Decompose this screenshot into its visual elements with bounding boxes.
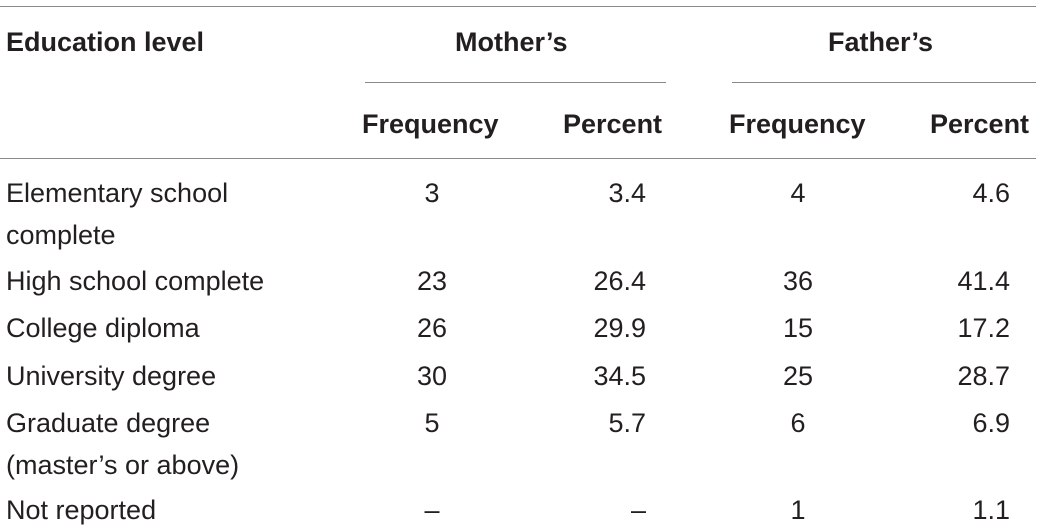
father-frequency-cell: 25	[782, 361, 814, 391]
mother-percent-cell: 5.7	[608, 408, 646, 438]
header-education-level: Education level	[6, 27, 205, 57]
row-label: College diploma	[6, 313, 200, 343]
header-father-frequency: Frequency	[729, 109, 866, 139]
mother-frequency-cell: 26	[416, 313, 448, 343]
father-percent-cell: 1.1	[972, 495, 1010, 525]
mother-percent-cell: 29.9	[593, 313, 646, 343]
header-fathers: Father’s	[828, 27, 934, 57]
father-percent-cell: 41.4	[957, 266, 1010, 296]
father-percent-cell: 6.9	[972, 408, 1010, 438]
row-label: University degree	[6, 361, 217, 391]
mother-percent-cell: –	[630, 495, 646, 525]
header-bottom-rule	[0, 158, 1036, 159]
mother-frequency-cell: 3	[424, 178, 440, 208]
father-frequency-cell: 1	[790, 495, 806, 525]
father-frequency-cell: 4	[790, 178, 806, 208]
row-label: Elementary school complete	[6, 178, 229, 250]
mother-frequency-cell: –	[424, 495, 440, 525]
row-label: Graduate degree (master’s or above)	[6, 408, 240, 480]
mothers-group-rule	[365, 82, 666, 83]
mother-percent-cell: 26.4	[593, 266, 646, 296]
father-percent-cell: 28.7	[957, 361, 1010, 391]
mother-frequency-cell: 23	[416, 266, 448, 296]
header-mothers: Mother’s	[455, 27, 568, 57]
father-frequency-cell: 36	[782, 266, 814, 296]
table-top-rule	[0, 6, 1036, 7]
header-mother-frequency: Frequency	[362, 109, 499, 139]
row-label: High school complete	[6, 266, 265, 296]
mother-frequency-cell: 5	[424, 408, 440, 438]
row-label: Not reported	[6, 495, 157, 525]
mother-percent-cell: 3.4	[608, 178, 646, 208]
father-frequency-cell: 15	[782, 313, 814, 343]
father-percent-cell: 17.2	[957, 313, 1010, 343]
mother-frequency-cell: 30	[416, 361, 448, 391]
mother-percent-cell: 34.5	[593, 361, 646, 391]
header-mother-percent: Percent	[563, 109, 663, 139]
father-frequency-cell: 6	[790, 408, 806, 438]
fathers-group-rule	[732, 82, 1036, 83]
father-percent-cell: 4.6	[972, 178, 1010, 208]
header-father-percent: Percent	[930, 109, 1030, 139]
